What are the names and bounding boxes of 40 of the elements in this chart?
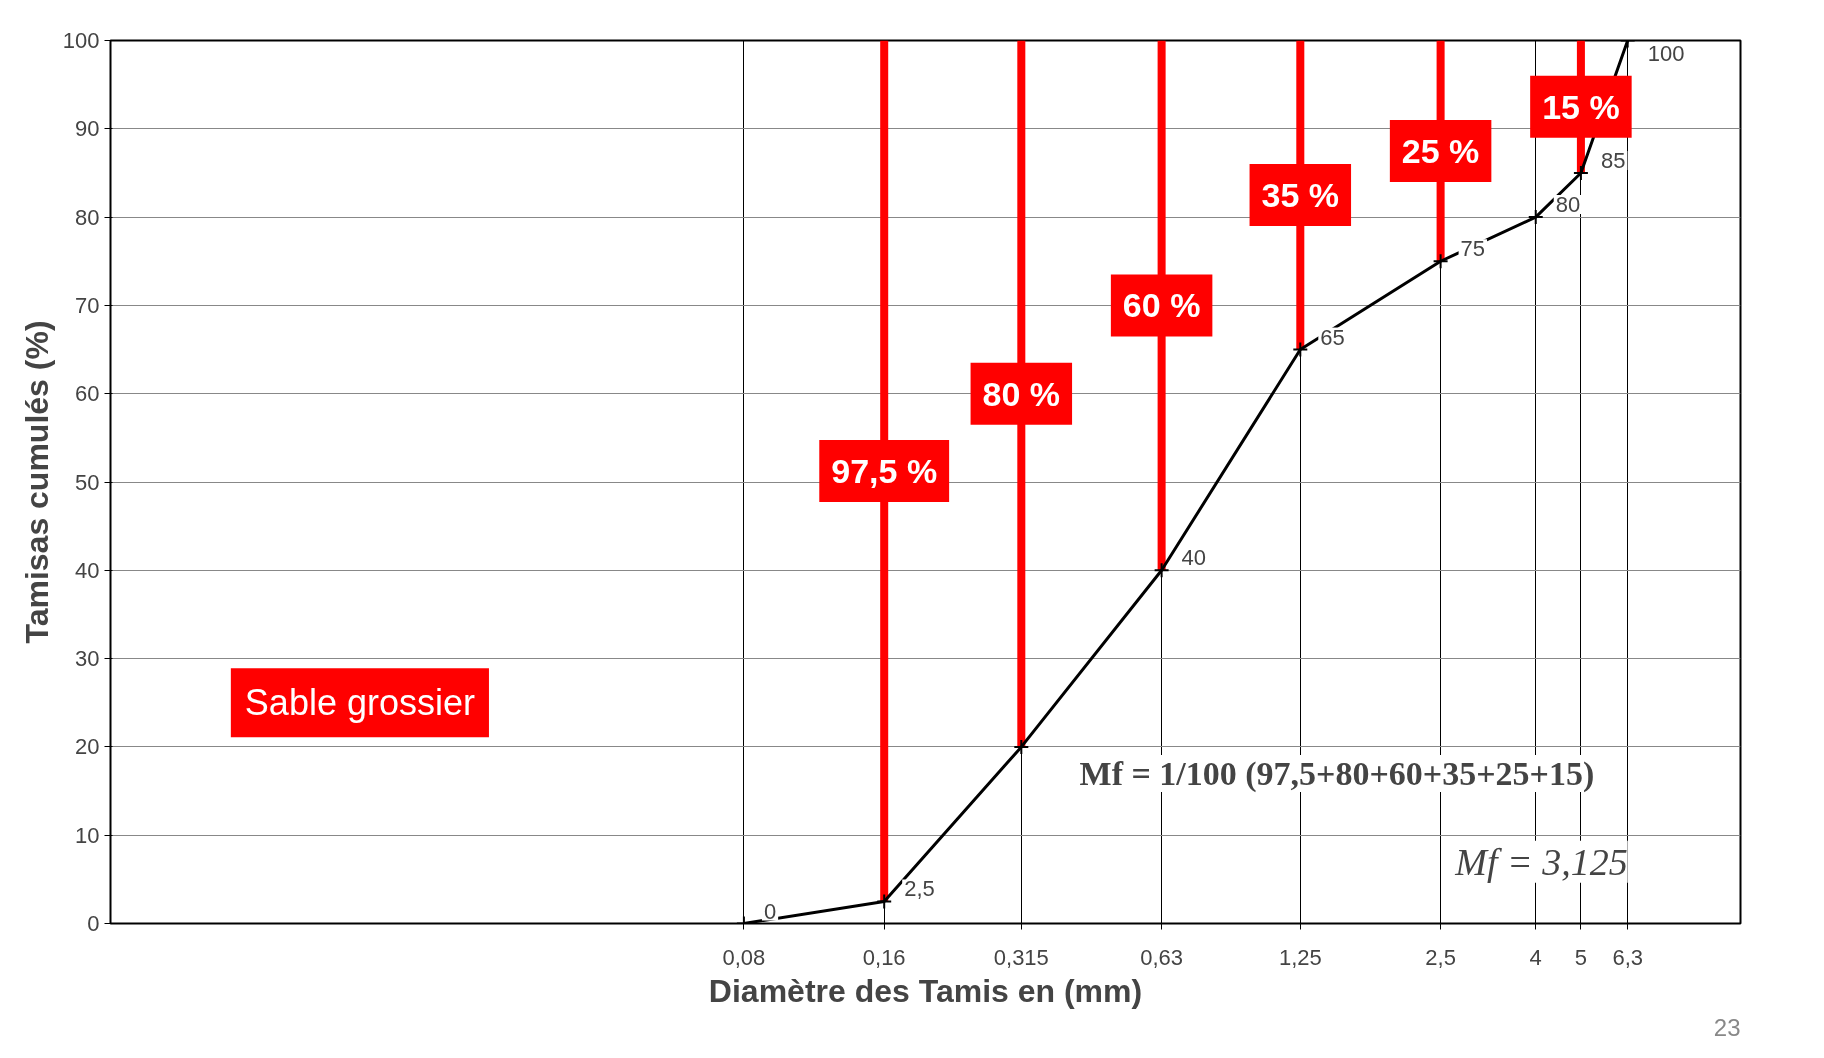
y-tick-label: 30	[75, 646, 100, 672]
y-tick-label: 0	[87, 911, 100, 936]
x-tick-label: 4	[1529, 944, 1542, 970]
x-tick-label: 0,08	[722, 944, 766, 970]
data-label: 80	[1555, 192, 1581, 218]
x-tick-label: 2,5	[1425, 944, 1456, 970]
y-tick-label: 60	[75, 381, 100, 407]
y-axis-title: Tamisas cumulés (%)	[18, 320, 55, 644]
data-label: 35 %	[1261, 176, 1340, 215]
x-tick-label: 6,3	[1612, 944, 1643, 970]
y-tick-label: 90	[75, 116, 100, 142]
annotation: Mf = 3,125	[1454, 840, 1628, 883]
data-label: 75	[1460, 236, 1486, 262]
data-label: 0	[763, 898, 777, 924]
x-tick-label: 1,25	[1278, 944, 1322, 970]
x-tick-label: 0,315	[993, 944, 1049, 970]
data-label: 85	[1600, 147, 1626, 173]
x-tick-label: 5	[1574, 944, 1588, 970]
data-label: 25 %	[1401, 131, 1480, 170]
y-tick-label: 40	[75, 557, 100, 583]
data-label: 15 %	[1542, 87, 1620, 126]
y-tick-label: 10	[75, 822, 100, 848]
y-tick-label: 80	[75, 204, 100, 230]
data-label: 100	[1647, 40, 1685, 66]
text: 23	[1713, 1013, 1741, 1041]
x-tick-label: 0,16	[862, 944, 906, 970]
data-label: 2,5	[904, 876, 935, 902]
x-tick-label: 0,63	[1140, 944, 1184, 970]
x-axis-title: Diamètre des Tamis en (mm)	[708, 972, 1143, 1009]
y-tick-label: 100	[62, 28, 100, 53]
data-label: 97,5 %	[831, 451, 938, 490]
annotation: Sable grossier	[244, 682, 475, 724]
data-label: 40	[1181, 545, 1207, 571]
y-tick-label: 20	[75, 734, 100, 760]
data-label: 80 %	[982, 374, 1061, 413]
y-tick-label: 50	[75, 469, 100, 495]
data-label: 60 %	[1122, 286, 1201, 325]
annotation: Mf = 1/100 (97,5+80+60+35+25+15)	[1079, 754, 1595, 793]
y-tick-label: 70	[75, 292, 100, 318]
data-label: 65	[1320, 324, 1345, 350]
